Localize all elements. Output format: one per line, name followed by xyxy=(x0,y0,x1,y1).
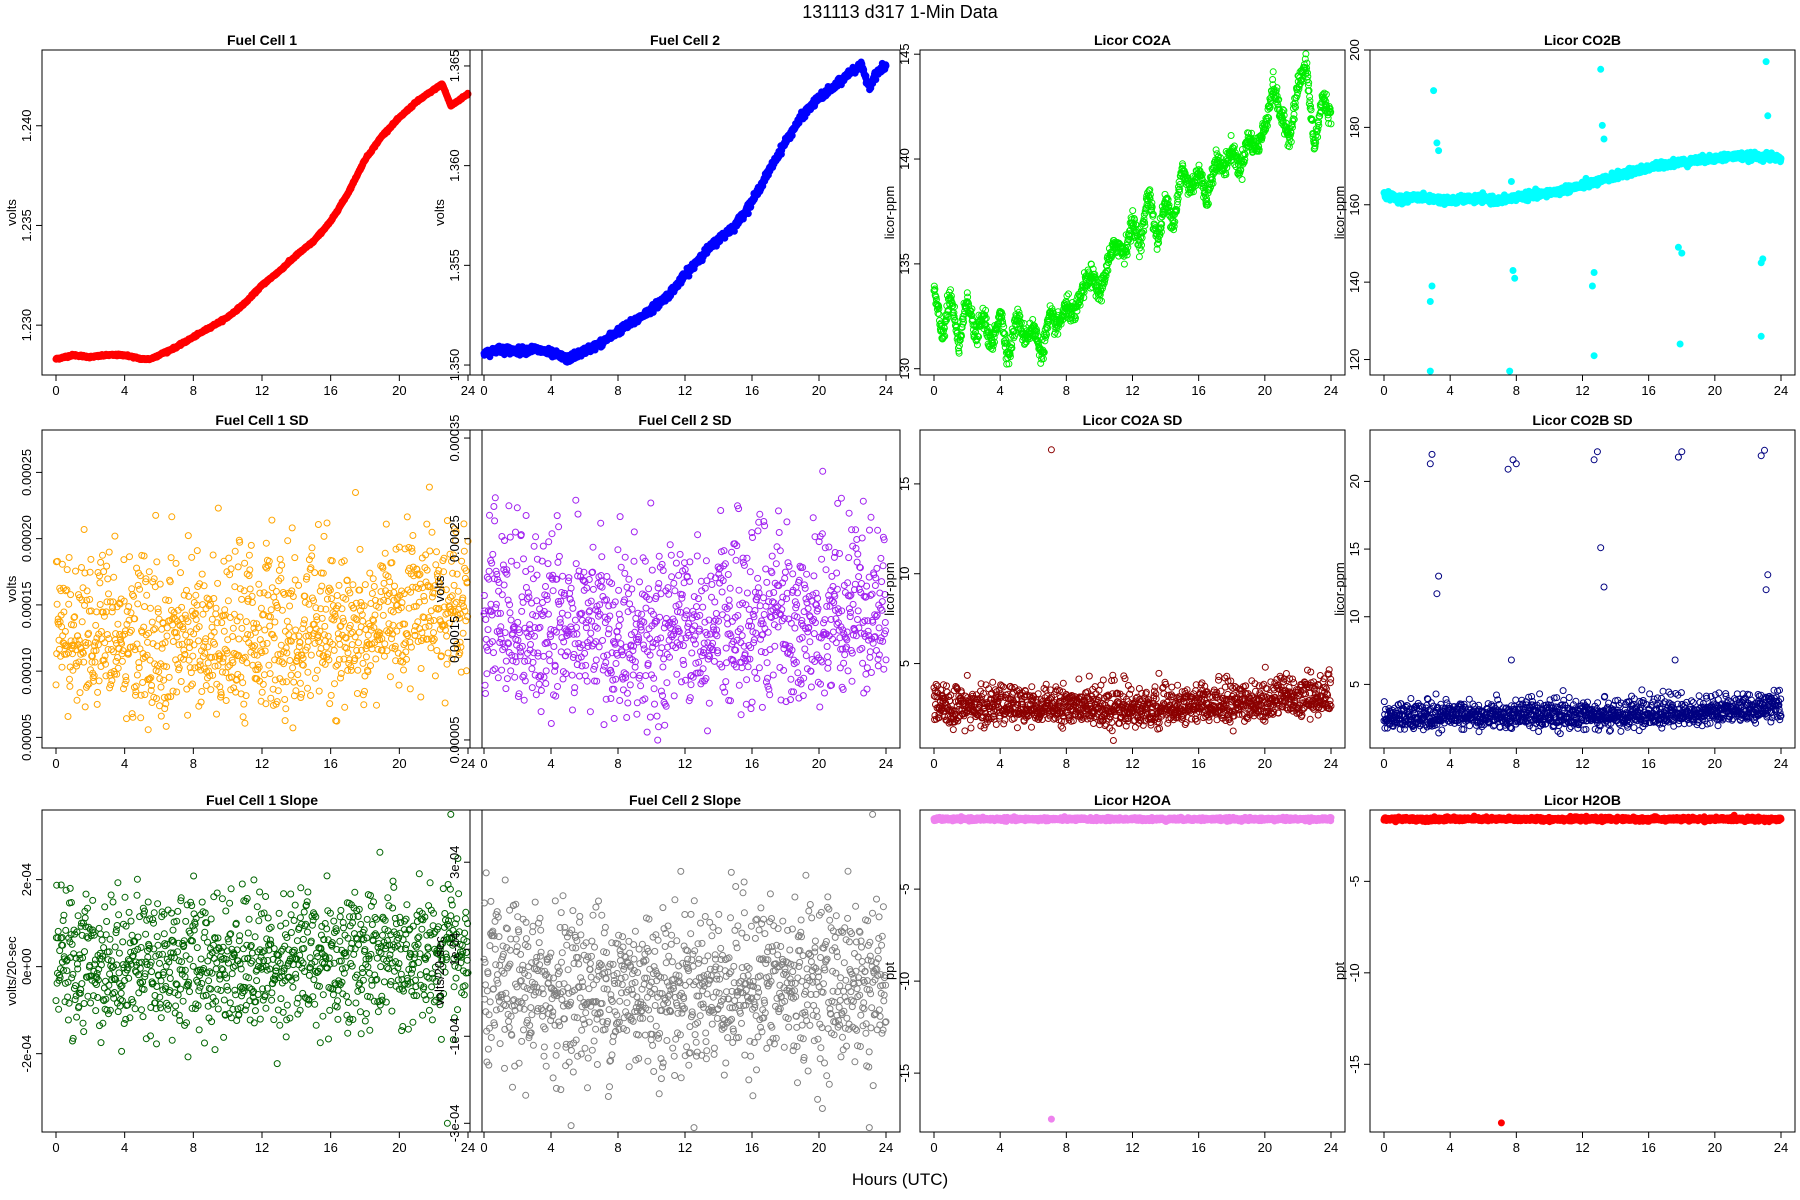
data-point xyxy=(1269,68,1277,76)
x-tick-label: 4 xyxy=(997,383,1004,398)
x-tick-label: 24 xyxy=(1324,383,1338,398)
panel-title: Fuel Cell 2 xyxy=(650,32,720,48)
data-point xyxy=(1120,260,1128,268)
x-tick-label: 16 xyxy=(323,383,337,398)
y-tick-label: 1.355 xyxy=(447,249,462,282)
x-tick-label: 24 xyxy=(879,383,893,398)
data-points xyxy=(52,80,472,364)
y-axis-label: volts xyxy=(4,199,19,226)
data-point xyxy=(1063,292,1071,300)
x-tick-label: 20 xyxy=(392,383,406,398)
y-tick-label: 1.230 xyxy=(19,309,34,342)
y-tick-label: 140 xyxy=(897,148,912,170)
x-tick-label: 8 xyxy=(1063,383,1070,398)
data-point xyxy=(1065,290,1072,298)
x-tick-label: 8 xyxy=(614,383,621,398)
y-tick-label: 1.240 xyxy=(19,109,34,142)
panel-title: Fuel Cell 1 xyxy=(227,32,297,48)
y-tick-label: 145 xyxy=(897,43,912,65)
x-tick-label: 0 xyxy=(52,383,59,398)
x-tick-label: 0 xyxy=(930,383,937,398)
data-point xyxy=(1238,176,1246,183)
x-tick-label: 12 xyxy=(255,383,269,398)
data-points xyxy=(1380,58,1785,375)
y-tick-label: 1.365 xyxy=(447,50,462,83)
panel-title: Licor CO2A xyxy=(1094,32,1171,48)
x-tick-label: 12 xyxy=(1125,383,1139,398)
data-points xyxy=(930,50,1335,368)
data-point xyxy=(1135,253,1143,261)
y-axis-label: licor-ppm xyxy=(882,186,897,239)
x-tick-label: 8 xyxy=(190,383,197,398)
x-tick-label: 20 xyxy=(812,383,826,398)
plot-frame xyxy=(469,49,901,376)
x-tick-label: 16 xyxy=(745,383,759,398)
x-tick-label: 20 xyxy=(1258,383,1272,398)
data-points xyxy=(480,58,890,366)
x-tick-label: 0 xyxy=(480,383,487,398)
y-tick-label: 130 xyxy=(897,358,912,380)
figure-title: 131113 d317 1-Min Data xyxy=(802,2,998,22)
data-point xyxy=(882,62,890,70)
data-point xyxy=(1227,132,1235,139)
x-tick-label: 12 xyxy=(678,383,692,398)
y-tick-label: 1.350 xyxy=(447,349,462,382)
y-tick-label: 1.360 xyxy=(447,149,462,182)
data-point xyxy=(1129,207,1137,215)
y-tick-label: 1.235 xyxy=(19,209,34,242)
panel-1: 0 4 8 12 16 20 24 1.230 1.235 1.240 Fuel Cell 1 vol… xyxy=(4,32,483,398)
x-tick-label: 4 xyxy=(121,383,128,398)
y-tick-label: 135 xyxy=(897,253,912,275)
y-axis-label: volts xyxy=(432,199,447,226)
data-point xyxy=(1195,161,1203,169)
x-tick-label: 4 xyxy=(547,383,554,398)
x-tick-label: 24 xyxy=(461,383,475,398)
x-tick-label: 16 xyxy=(1191,383,1205,398)
panel-3: 0 4 8 12 16 20 24 130 135 140 145 Licor CO2A licor-p… xyxy=(882,32,1346,398)
data-point xyxy=(744,210,752,218)
